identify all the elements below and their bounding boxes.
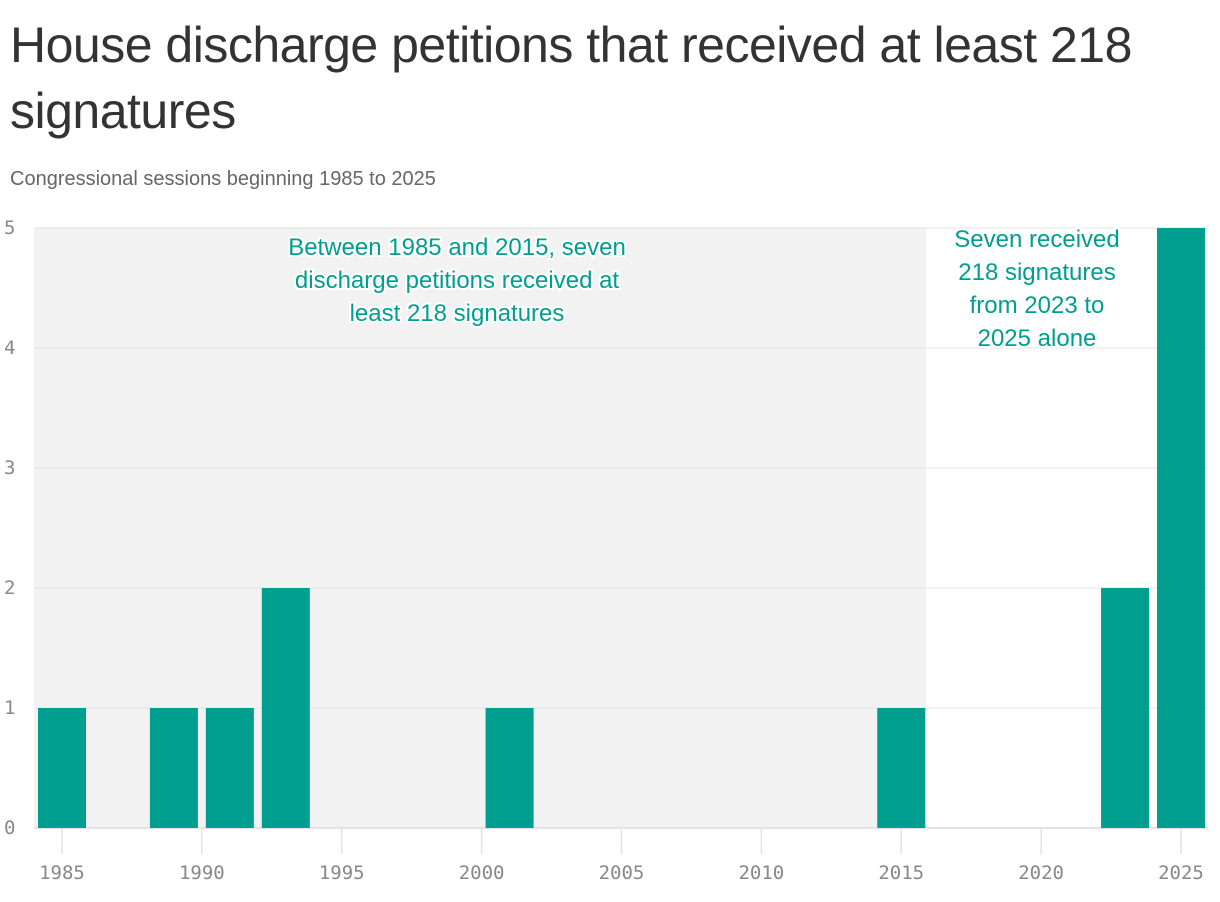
bar-2001 [485,708,534,828]
bar-2015 [877,708,926,828]
annotation-1-line: Between 1985 and 2015, seven [288,234,626,261]
x-tick-label: 1990 [179,862,225,884]
bar-2025 [1157,228,1205,828]
y-tick-label: 3 [4,457,15,479]
bar-1989 [149,708,198,828]
chart-title: House discharge petitions that received … [10,17,1132,139]
y-tick-label: 1 [4,697,15,719]
annotation-2-line: from 2023 to [970,292,1105,319]
y-tick-label: 0 [4,817,15,839]
x-tick-label: 2020 [1018,862,1064,884]
x-tick-label: 2010 [738,862,784,884]
chart-subtitle: Congressional sessions beginning 1985 to… [10,168,436,190]
bar-2023 [1101,588,1150,828]
x-tick-label: 2005 [599,862,645,884]
y-tick-label: 2 [4,577,15,599]
bar-1985 [38,708,86,828]
x-tick-label: 2000 [459,862,505,884]
y-tick-label: 4 [4,337,15,359]
annotation-1-line: discharge petitions received at [295,267,620,294]
annotation-2-line: 218 signatures [958,259,1115,286]
x-tick-label: 1985 [39,862,85,884]
annotation-1-line: least 218 signatures [350,300,565,327]
x-tick-label: 2015 [878,862,924,884]
bar-1993 [261,588,310,828]
annotation-2-line: 2025 alone [978,325,1097,352]
x-tick-label: 1995 [319,862,365,884]
y-tick-label: 5 [4,217,15,239]
x-tick-label: 2025 [1158,862,1204,884]
bar-1991 [205,708,254,828]
annotation-2-line: Seven received [954,226,1119,253]
